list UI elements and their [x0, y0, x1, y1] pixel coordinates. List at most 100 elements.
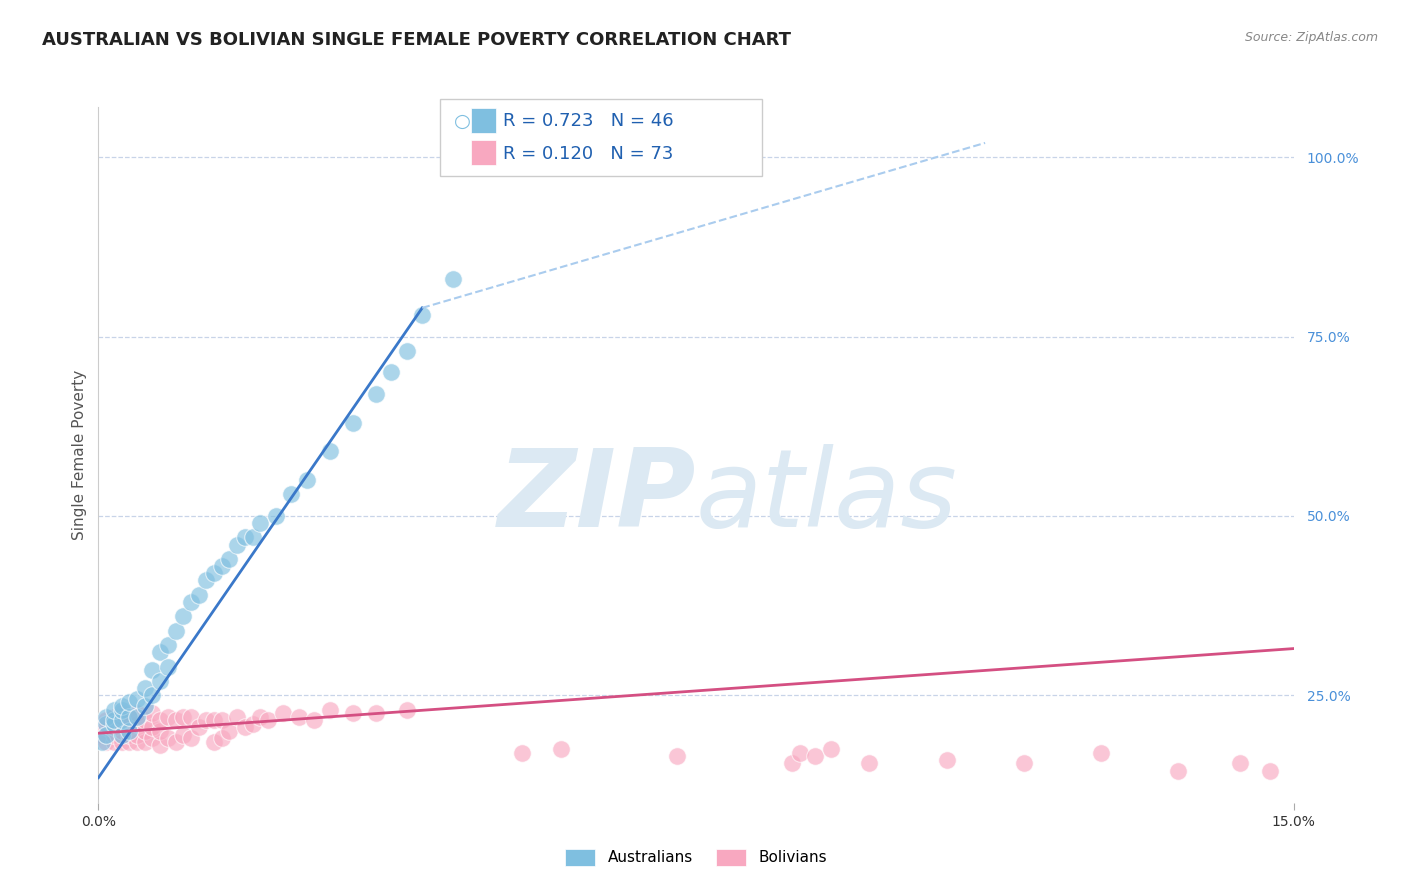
- Point: [165, 735, 187, 749]
- Point: [149, 714, 172, 728]
- Point: [226, 710, 249, 724]
- Point: [249, 710, 271, 724]
- Point: [395, 702, 418, 716]
- Point: [103, 728, 125, 742]
- Point: [149, 673, 172, 688]
- Point: [103, 714, 125, 728]
- Point: [218, 724, 240, 739]
- Point: [820, 742, 842, 756]
- Point: [94, 728, 117, 742]
- Point: [172, 609, 194, 624]
- Point: [110, 706, 132, 720]
- Point: [125, 717, 148, 731]
- Point: [125, 691, 148, 706]
- Point: [156, 710, 179, 724]
- Point: [94, 721, 117, 735]
- Point: [364, 706, 387, 720]
- Point: [94, 714, 117, 728]
- Point: [165, 624, 187, 638]
- Point: [134, 714, 156, 728]
- Point: [180, 595, 202, 609]
- Point: [789, 746, 811, 760]
- Point: [1229, 756, 1251, 771]
- Point: [94, 717, 117, 731]
- Point: [134, 681, 156, 695]
- Point: [110, 724, 132, 739]
- Point: [804, 749, 827, 764]
- Point: [172, 710, 194, 724]
- Point: [187, 588, 209, 602]
- Text: R = 0.120   N = 73: R = 0.120 N = 73: [503, 145, 673, 163]
- Text: ○: ○: [454, 112, 471, 131]
- Point: [211, 731, 233, 746]
- Point: [125, 710, 148, 724]
- Point: [149, 739, 172, 753]
- Point: [512, 746, 534, 760]
- Point: [242, 717, 264, 731]
- Point: [118, 735, 141, 749]
- Point: [411, 308, 433, 322]
- Point: [103, 735, 125, 749]
- Point: [94, 728, 117, 742]
- Legend: Australians, Bolivians: Australians, Bolivians: [558, 843, 834, 871]
- Point: [134, 735, 156, 749]
- Point: [550, 742, 572, 756]
- Point: [125, 706, 148, 720]
- Point: [141, 663, 163, 677]
- Point: [141, 706, 163, 720]
- Point: [202, 714, 225, 728]
- Point: [195, 714, 218, 728]
- Point: [264, 508, 287, 523]
- Text: ZIP: ZIP: [498, 443, 696, 549]
- Point: [319, 702, 342, 716]
- Point: [782, 756, 804, 771]
- Point: [187, 721, 209, 735]
- Point: [91, 724, 114, 739]
- Point: [156, 638, 179, 652]
- Point: [249, 516, 271, 530]
- Point: [103, 717, 125, 731]
- Point: [226, 538, 249, 552]
- Point: [134, 698, 156, 713]
- Point: [165, 714, 187, 728]
- Point: [90, 728, 112, 742]
- Point: [202, 566, 225, 581]
- Point: [257, 714, 280, 728]
- Point: [935, 753, 957, 767]
- Point: [118, 695, 141, 709]
- Point: [141, 721, 163, 735]
- Point: [103, 721, 125, 735]
- Point: [211, 714, 233, 728]
- Point: [156, 731, 179, 746]
- Point: [125, 728, 148, 742]
- Point: [149, 645, 172, 659]
- Point: [395, 343, 418, 358]
- Point: [125, 735, 148, 749]
- Point: [342, 706, 364, 720]
- Point: [110, 702, 132, 716]
- Point: [118, 728, 141, 742]
- Point: [342, 416, 364, 430]
- Point: [110, 710, 132, 724]
- Point: [233, 530, 256, 544]
- Point: [218, 552, 240, 566]
- Point: [665, 749, 688, 764]
- Point: [288, 710, 311, 724]
- Point: [118, 724, 141, 739]
- Point: [110, 698, 132, 713]
- Point: [103, 702, 125, 716]
- Point: [295, 473, 318, 487]
- Text: AUSTRALIAN VS BOLIVIAN SINGLE FEMALE POVERTY CORRELATION CHART: AUSTRALIAN VS BOLIVIAN SINGLE FEMALE POV…: [42, 31, 792, 49]
- Point: [233, 721, 256, 735]
- Point: [141, 731, 163, 746]
- Point: [118, 710, 141, 724]
- Point: [1090, 746, 1112, 760]
- Point: [195, 574, 218, 588]
- Point: [156, 659, 179, 673]
- Point: [304, 714, 326, 728]
- Point: [319, 444, 342, 458]
- Text: Source: ZipAtlas.com: Source: ZipAtlas.com: [1244, 31, 1378, 45]
- Point: [141, 688, 163, 702]
- Point: [149, 724, 172, 739]
- Point: [110, 714, 132, 728]
